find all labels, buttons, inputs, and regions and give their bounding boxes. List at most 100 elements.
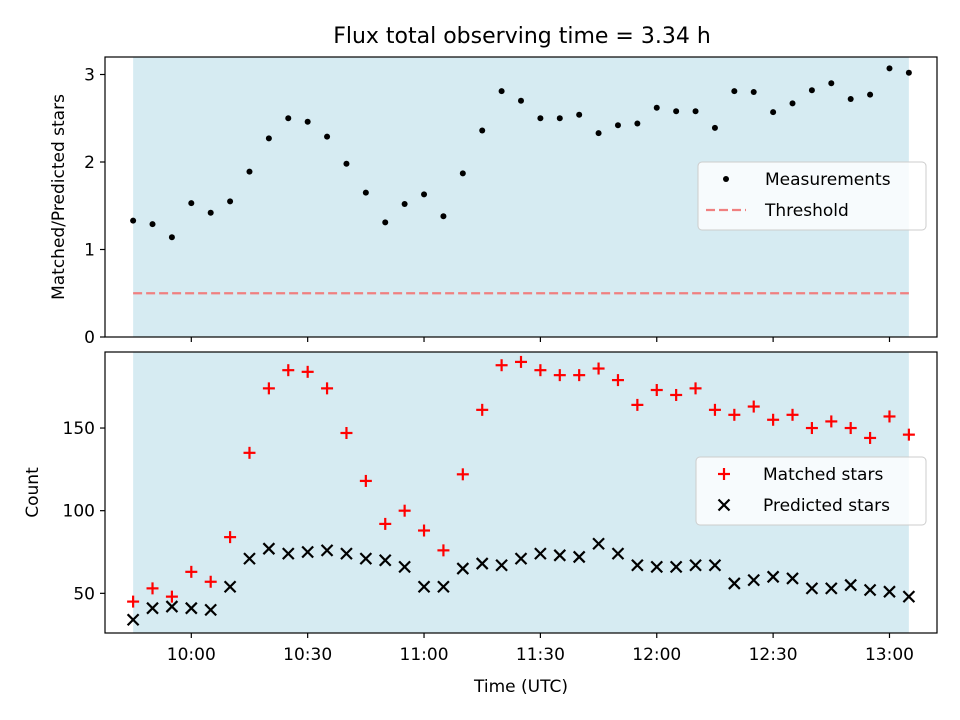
predicted-x-stroke <box>844 578 857 592</box>
matched-star-marker <box>573 369 586 382</box>
matched-star-marker <box>146 582 159 595</box>
predicted-x-stroke <box>223 580 237 593</box>
predicted-star-marker <box>650 560 664 574</box>
matched-star-marker <box>456 468 469 481</box>
measurement-point <box>673 108 680 115</box>
measurement-point <box>149 221 156 228</box>
predicted-x-stroke <box>320 544 334 557</box>
measurement-point <box>459 170 466 177</box>
measurement-point <box>731 88 738 95</box>
predicted-star-marker <box>301 545 314 559</box>
predicted-x-stroke <box>728 577 741 590</box>
matched-star-marker <box>825 415 838 428</box>
top-x-ticks <box>190 337 891 342</box>
predicted-star-marker <box>708 558 722 572</box>
top-axes-frame <box>104 56 938 338</box>
measurement-point <box>808 87 815 94</box>
measurement-point <box>421 191 428 198</box>
measurement-point <box>634 120 641 127</box>
matched-star-marker <box>844 422 857 435</box>
matched-star-marker <box>864 431 877 444</box>
legend-x-swatch <box>717 498 731 512</box>
matched-star-marker <box>165 590 178 603</box>
predicted-x-stroke <box>786 572 799 585</box>
predicted-x-stroke <box>340 547 353 560</box>
matched-star-marker <box>282 364 295 377</box>
predicted-x-stroke <box>553 549 567 562</box>
predicted-star-marker <box>592 537 605 551</box>
predicted-star-marker <box>631 558 644 572</box>
predicted-x-stroke <box>747 573 761 587</box>
matched-star-marker <box>592 362 605 375</box>
measurement-point <box>867 91 874 98</box>
predicted-star-marker <box>611 547 625 560</box>
measurement-point <box>498 88 505 95</box>
matched-star-marker <box>495 359 508 372</box>
predicted-star-marker <box>553 549 567 562</box>
top-y-tick-label: 1 <box>84 241 95 261</box>
measurement-point <box>653 104 660 111</box>
predicted-x-stroke <box>398 560 411 574</box>
predicted-star-marker <box>243 552 256 565</box>
measurement-point <box>401 201 408 207</box>
x-tick-label: 11:00 <box>400 645 449 665</box>
predicted-x-stroke <box>456 562 470 575</box>
legend-label: Measurements <box>765 170 891 190</box>
matched-star-marker <box>631 398 644 411</box>
predicted-star-marker <box>417 580 431 593</box>
predicted-star-marker <box>126 613 140 627</box>
predicted-x-stroke <box>165 600 179 613</box>
top-y-tick-label: 3 <box>84 66 95 86</box>
predicted-x-stroke <box>262 542 276 555</box>
measurement-point <box>227 198 234 205</box>
matched-star-marker <box>243 446 256 459</box>
predicted-x-stroke <box>669 560 683 574</box>
matched-star-marker <box>805 422 818 435</box>
measurement-point <box>828 80 835 87</box>
predicted-x-stroke <box>126 613 140 627</box>
predicted-star-marker <box>863 583 877 597</box>
matched-star-marker <box>786 408 799 421</box>
predicted-star-marker <box>786 572 799 585</box>
predicted-star-marker <box>495 558 508 572</box>
legend-dot-swatch <box>723 176 729 182</box>
top-y-tick-label: 0 <box>84 328 95 348</box>
predicted-x-stroke <box>495 558 508 572</box>
legend-box <box>695 456 927 526</box>
predicted-star-marker <box>398 560 411 574</box>
predicted-x-stroke <box>281 547 295 560</box>
matched-star-marker <box>321 382 334 395</box>
predicted-x-stroke <box>689 558 702 572</box>
measurement-point <box>905 69 912 76</box>
measurement-point <box>285 115 292 122</box>
bottom-x-ticks: 10:00 10:30 11:00 11:30 12:00 12:30 13:00 <box>167 633 914 665</box>
predicted-star-marker <box>805 582 819 595</box>
predicted-star-marker <box>146 601 159 615</box>
top-panel: 0 1 2 3 Matched/Predicted stars Measurement… <box>49 56 938 348</box>
legend-box <box>697 161 927 231</box>
predicted-star-marker <box>320 544 334 557</box>
measurement-point <box>265 135 272 142</box>
predicted-star-marker <box>204 603 217 617</box>
predicted-x-stroke <box>243 552 256 565</box>
bottom-y-tick-label: 100 <box>63 502 95 522</box>
predicted-x-stroke <box>805 582 819 595</box>
measurement-point <box>246 168 253 175</box>
predicted-star-marker <box>747 573 761 587</box>
bottom-y-tick-label: 50 <box>73 584 95 604</box>
predicted-x-stroke <box>204 603 217 617</box>
measurement-point <box>324 133 331 140</box>
matched-star-marker <box>902 428 915 441</box>
predicted-star-marker <box>281 547 295 560</box>
predicted-star-marker <box>378 553 392 567</box>
measurement-point <box>847 96 854 102</box>
matched-star-marker <box>883 410 896 423</box>
matched-star-marker <box>553 369 566 382</box>
predicted-star-marker <box>844 578 857 592</box>
measurement-point <box>382 219 389 226</box>
measurement-point <box>537 115 544 122</box>
x-tick-label: 12:30 <box>749 645 798 665</box>
bottom-y-axis-label: Count <box>23 467 43 518</box>
predicted-x-stroke <box>631 558 644 572</box>
